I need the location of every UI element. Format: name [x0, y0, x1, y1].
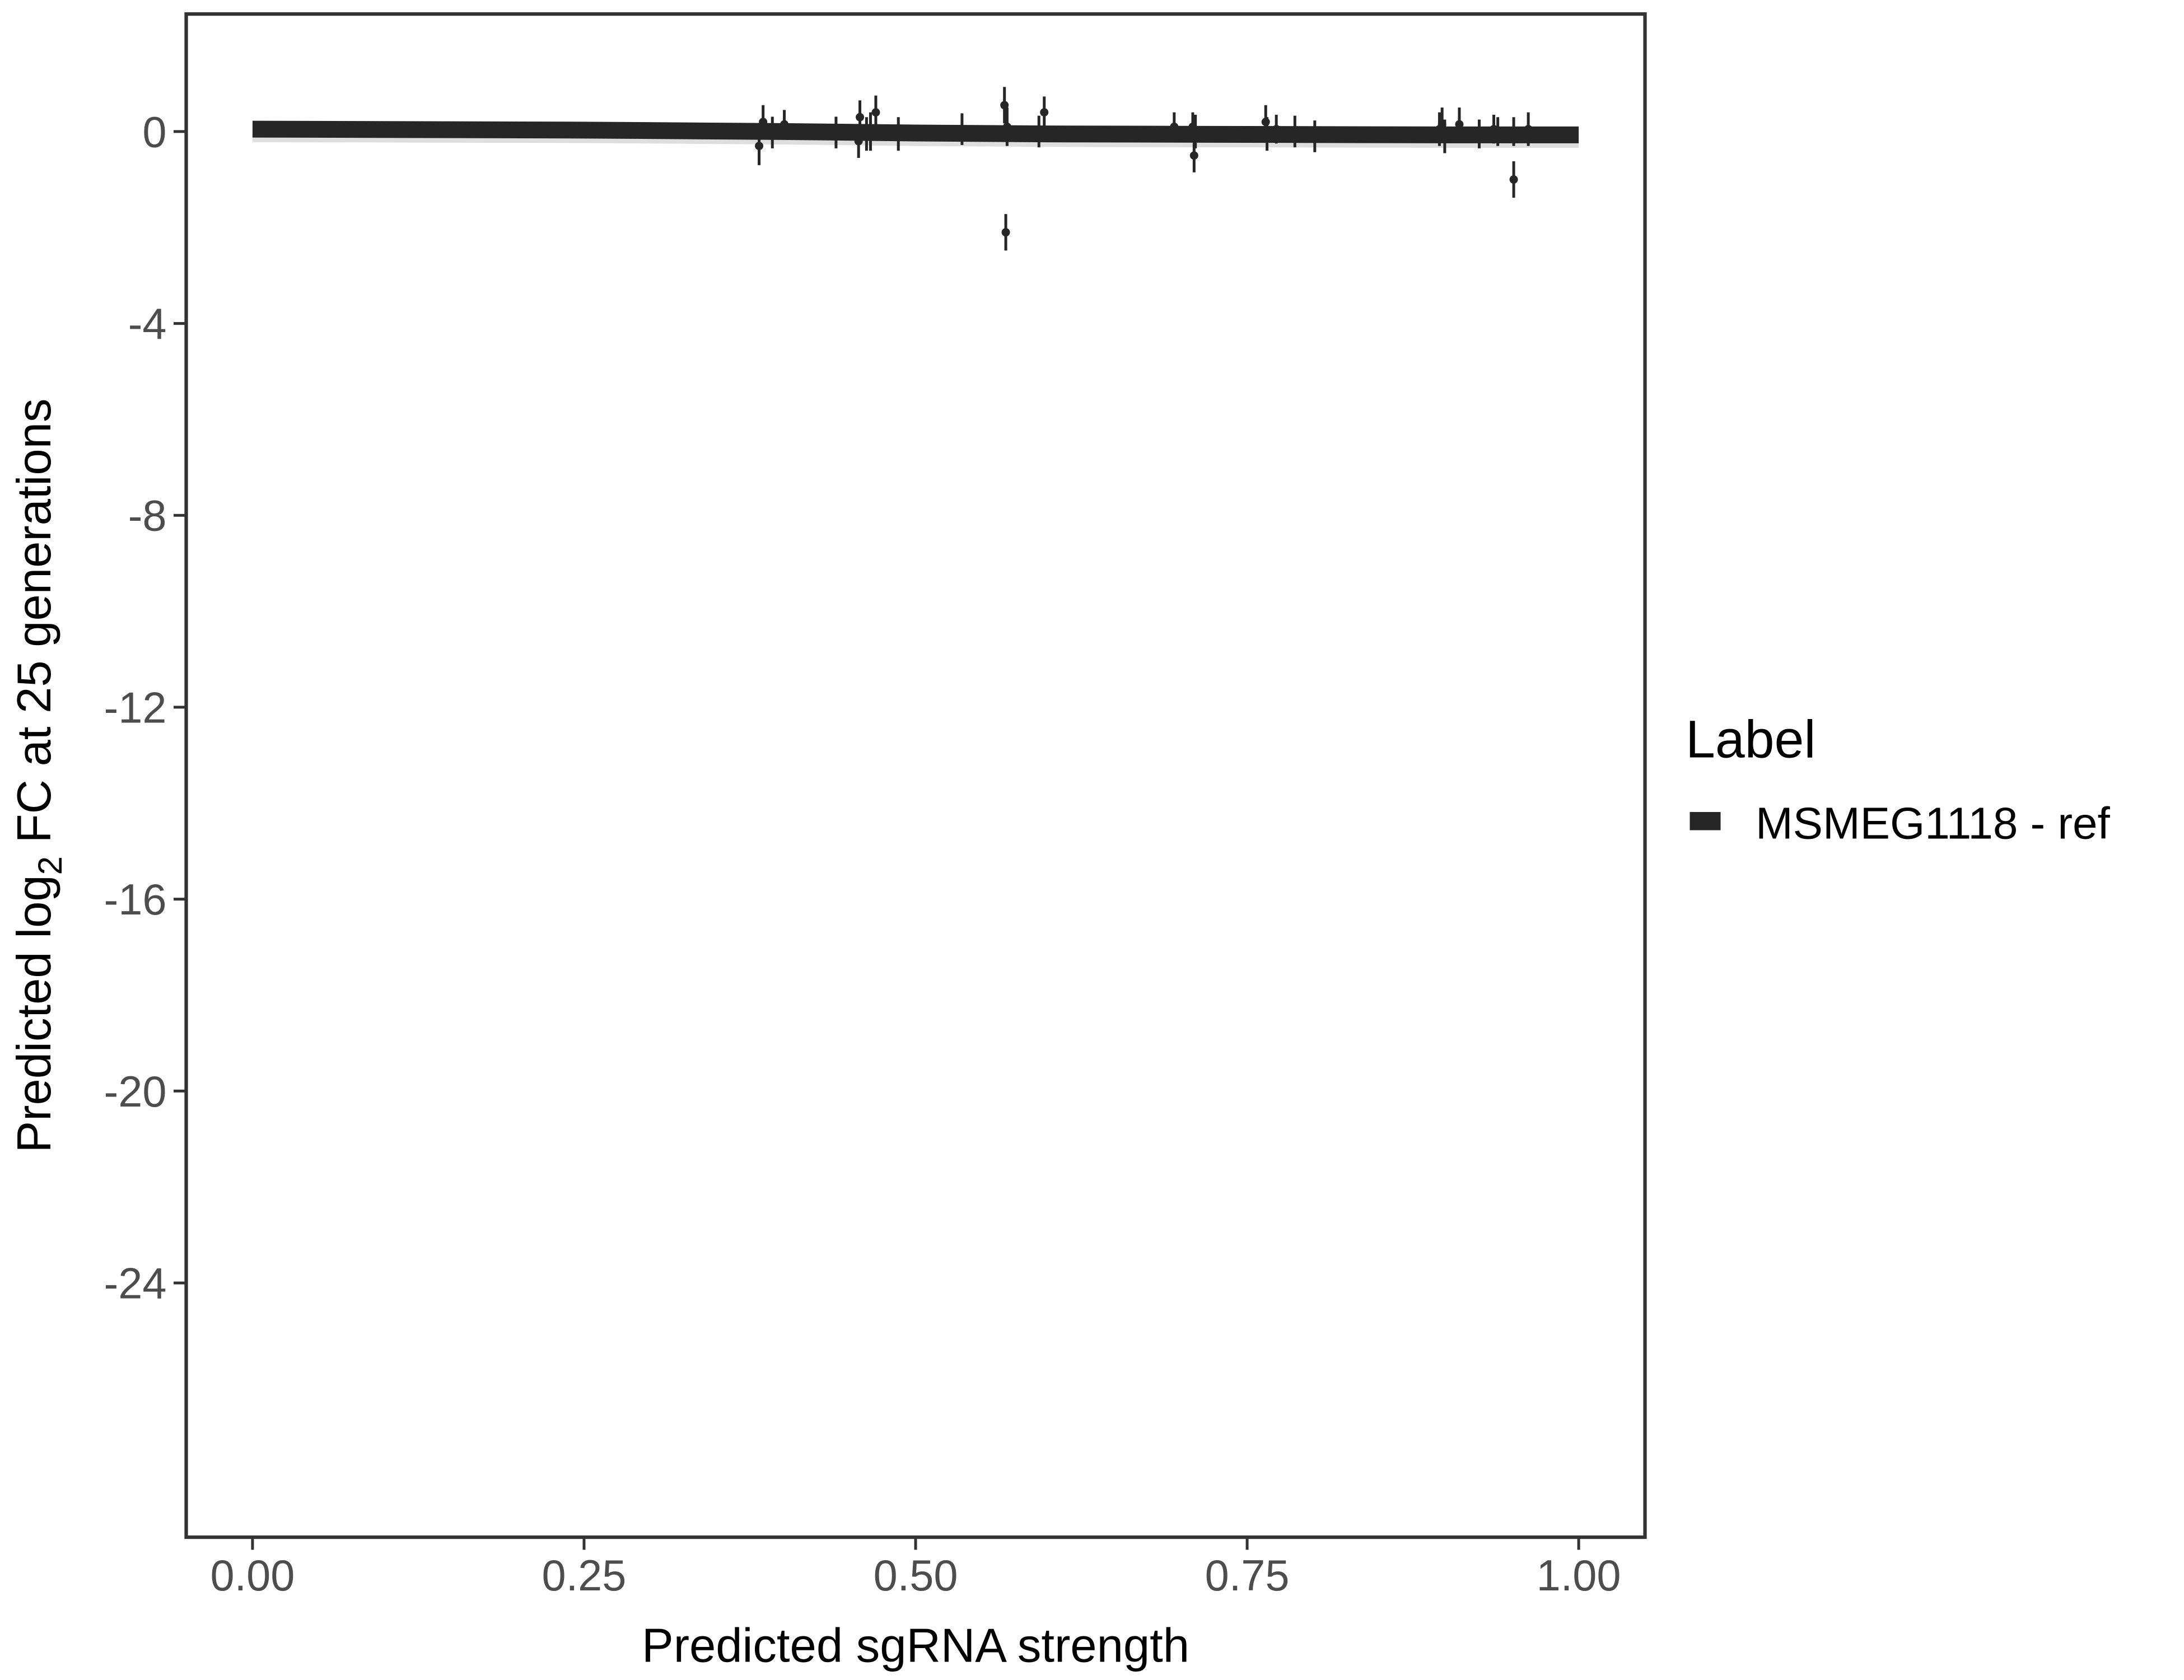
data-point: [854, 124, 863, 158]
data-point: [1474, 119, 1483, 148]
point-marker: [1034, 127, 1043, 136]
y-axis: 0 -4 -8 -12 -16 -20 -24: [104, 108, 186, 1308]
legend-title: Label: [1686, 710, 1816, 769]
point-marker: [1494, 127, 1502, 136]
x-tick-label: 0.75: [1205, 1552, 1290, 1600]
data-point: [1191, 114, 1200, 148]
data-point: [1509, 161, 1518, 198]
data-point: [1455, 108, 1464, 142]
data-point: [759, 105, 768, 139]
point-marker: [1509, 175, 1518, 184]
point-marker: [856, 113, 865, 122]
y-tick-label: -16: [104, 876, 166, 924]
point-marker: [871, 108, 880, 117]
data-point: [1040, 96, 1049, 128]
point-marker: [1189, 151, 1198, 160]
point-marker: [1524, 125, 1533, 134]
point-marker: [1002, 122, 1011, 131]
legend: Label MSMEG1118 - ref: [1686, 710, 2111, 848]
point-marker: [1263, 129, 1272, 138]
x-axis-label: Predicted sgRNA strength: [642, 1620, 1189, 1673]
point-marker: [759, 118, 768, 127]
point-marker: [832, 128, 841, 137]
legend-key: [1690, 812, 1721, 830]
y-tick-label: -8: [128, 492, 167, 540]
x-tick-label: 0.00: [210, 1552, 295, 1600]
point-marker: [780, 120, 789, 129]
point-marker: [1509, 127, 1518, 136]
data-point: [1001, 214, 1010, 251]
data-point: [1263, 117, 1272, 151]
point-marker: [1001, 228, 1010, 237]
data-point: [780, 110, 789, 139]
point-marker: [1290, 127, 1299, 136]
point-marker: [768, 128, 777, 137]
point-marker: [755, 142, 764, 151]
point-marker: [1272, 125, 1281, 134]
data-point: [866, 112, 875, 151]
data-point: [894, 117, 903, 151]
point-marker: [1455, 120, 1464, 129]
point-marker: [866, 127, 875, 136]
point-marker: [958, 125, 967, 134]
y-tick-label: -12: [104, 684, 166, 732]
point-marker: [1000, 101, 1009, 110]
y-axis-label: Predicted log2 FC at 25 generations: [8, 399, 69, 1153]
y-tick-label: -20: [104, 1068, 166, 1116]
y-tick-label: -24: [104, 1259, 166, 1308]
data-point: [871, 95, 880, 129]
x-axis: 0.00 0.25 0.50 0.75 1.00: [210, 1537, 1621, 1600]
data-point: [832, 116, 841, 148]
x-tick-label: 0.50: [874, 1552, 958, 1600]
data-point: [755, 127, 764, 165]
point-marker: [1170, 122, 1179, 131]
data-point: [1509, 117, 1518, 146]
data-point: [768, 116, 777, 148]
x-tick-label: 1.00: [1537, 1552, 1621, 1600]
data-point: [1310, 120, 1319, 152]
point-marker: [1191, 127, 1200, 136]
data-point: [1440, 119, 1449, 153]
point-marker: [854, 137, 863, 146]
data-point: [1494, 117, 1502, 146]
point-marker: [894, 129, 903, 138]
plot-panel: [186, 14, 1645, 1537]
data-point: [1000, 87, 1009, 124]
x-tick-label: 0.25: [542, 1552, 627, 1600]
data-point: [1272, 114, 1281, 144]
points-group: [755, 87, 1533, 251]
data-point: [1170, 112, 1179, 142]
data-point: [958, 113, 967, 145]
y-tick-label: 0: [142, 108, 166, 156]
data-point: [1002, 108, 1011, 146]
point-marker: [1474, 129, 1483, 138]
point-marker: [1040, 108, 1049, 117]
point-marker: [1440, 132, 1449, 141]
smooth-line: [252, 120, 1579, 143]
legend-entry: MSMEG1118 - ref: [1756, 799, 2111, 848]
data-point: [1290, 115, 1299, 148]
data-point: [1524, 112, 1533, 146]
smooth-line-group: [252, 120, 1579, 143]
y-tick-label: -4: [128, 300, 167, 348]
data-point: [1034, 115, 1043, 148]
point-marker: [1310, 132, 1319, 141]
